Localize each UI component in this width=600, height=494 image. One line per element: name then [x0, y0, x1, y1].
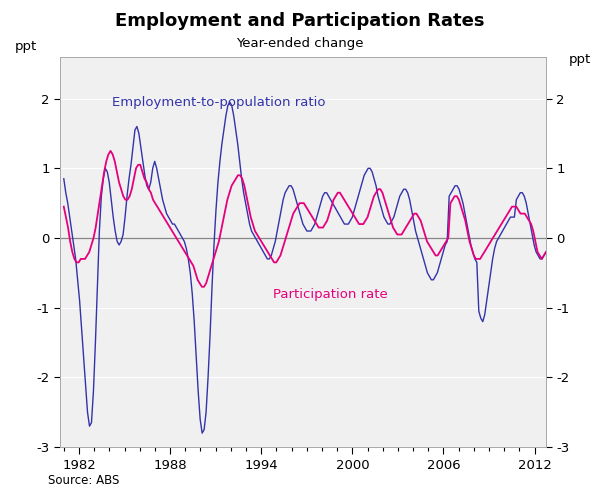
Text: Source: ABS: Source: ABS [48, 474, 119, 487]
Text: Participation rate: Participation rate [274, 288, 388, 301]
Text: Employment-to-population ratio: Employment-to-population ratio [112, 96, 326, 109]
Y-axis label: ppt: ppt [15, 40, 37, 53]
Text: Year-ended change: Year-ended change [236, 37, 364, 50]
Y-axis label: ppt: ppt [569, 53, 591, 66]
Text: Employment and Participation Rates: Employment and Participation Rates [115, 12, 485, 30]
